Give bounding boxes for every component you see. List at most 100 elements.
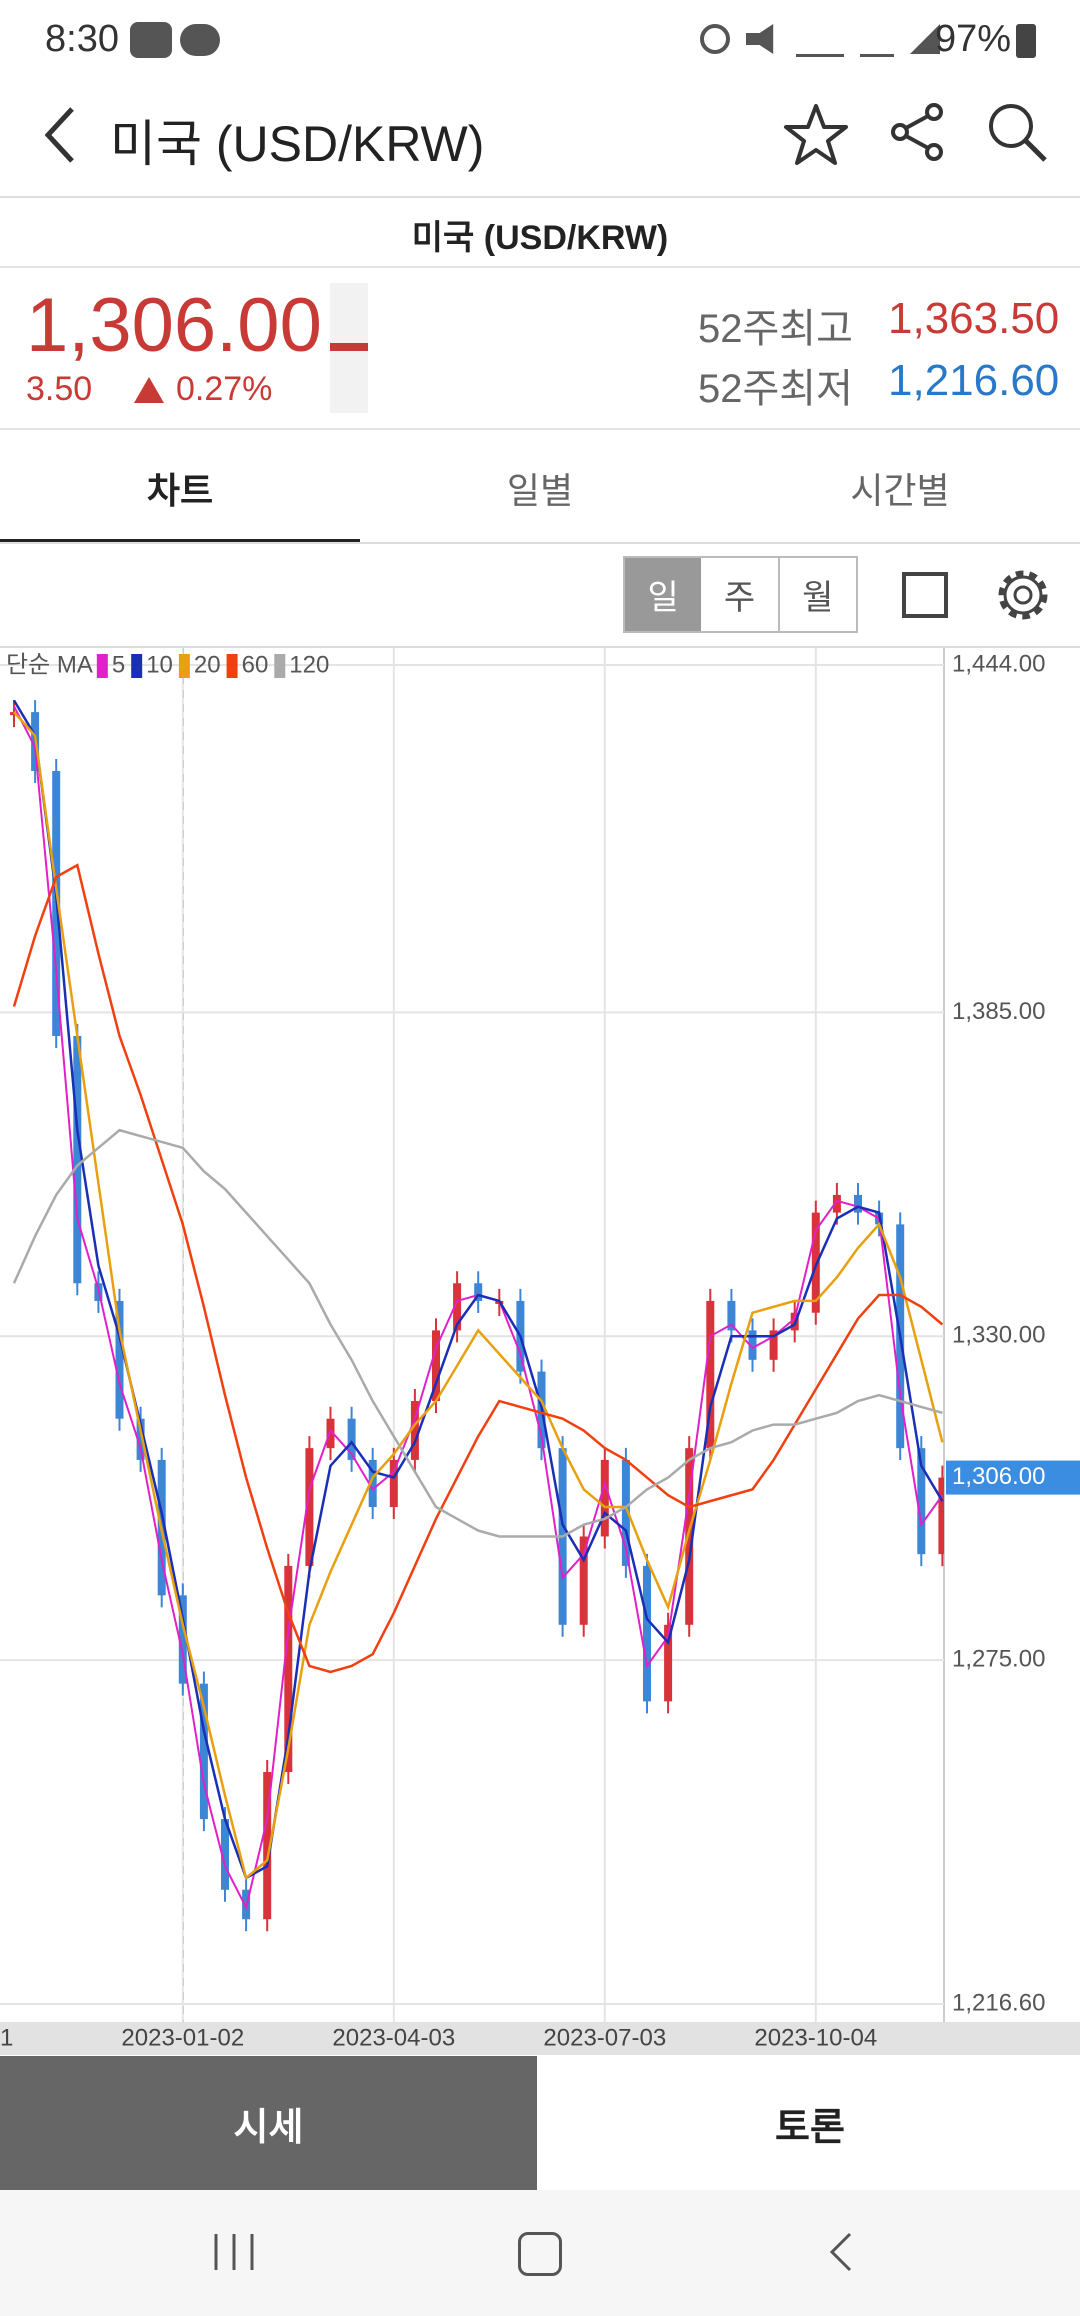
candle (389, 1459, 398, 1508)
mini-bar (330, 283, 368, 413)
candle (410, 1401, 419, 1460)
tab[interactable]: 시간별 (850, 470, 950, 511)
subtitle: 미국 (USD/KRW) (411, 219, 669, 257)
share-button[interactable] (888, 102, 948, 162)
y-tick-label: 1,330.00 (952, 1322, 1045, 1349)
legend-label: 10 (146, 651, 173, 678)
legend-title: 단순 MA (6, 651, 93, 678)
mute-icon (746, 24, 774, 54)
tab[interactable]: 일별 (506, 470, 574, 511)
back-button[interactable] (40, 105, 80, 165)
bottom-tab[interactable]: 토론 (540, 2056, 1080, 2190)
high-value: 1,363.50 (888, 294, 1060, 343)
legend-swatch (131, 654, 143, 678)
chart: 1,216.60 1,275.00 1,330.00 1,385.00 1,444.00… (0, 648, 1080, 2055)
x-tick-label: 2023-10-04 (754, 2024, 877, 2051)
period-button[interactable]: 주 (701, 558, 780, 631)
legend-label: 5 (112, 651, 125, 678)
recents-button[interactable] (212, 2230, 256, 2274)
status-icons (700, 24, 940, 58)
period-selector: 일 주 월 (623, 556, 858, 633)
candle (263, 1772, 272, 1920)
bottom-tab[interactable]: 시세 (0, 2056, 537, 2190)
ma-line (12, 699, 944, 1880)
battery-text: 97% (935, 18, 1012, 60)
candle (221, 1819, 229, 1890)
y-tick-label: 1,385.00 (952, 998, 1045, 1025)
candle (832, 1194, 841, 1213)
candle (727, 1300, 736, 1331)
status-icon (180, 24, 220, 56)
legend-label: 120 (289, 651, 329, 678)
last-price-box (946, 1460, 1080, 1495)
nav-bar (0, 2190, 1080, 2316)
plot (10, 699, 944, 1932)
candle (600, 1459, 609, 1537)
divider (0, 542, 1080, 544)
legend-label: 20 (194, 651, 221, 678)
change-pct: 0.27% (176, 370, 273, 408)
divider (0, 428, 1080, 430)
settings-button[interactable] (994, 566, 1052, 624)
x-tick-label: 2023-04-03 (332, 2024, 455, 2051)
legend-swatch (96, 654, 108, 678)
favorite-button[interactable] (782, 102, 850, 168)
candle (178, 1595, 187, 1684)
candle (664, 1624, 673, 1702)
tab-indicator (0, 539, 360, 543)
ma-line (12, 863, 944, 1674)
period-button[interactable]: 월 (802, 579, 834, 617)
candle (917, 1448, 926, 1555)
period-button[interactable]: 일 (625, 558, 702, 631)
lte-icon (860, 24, 894, 57)
ma-line (13, 711, 944, 1881)
y-tick-label: 1,444.00 (952, 650, 1045, 677)
ma-line (12, 1128, 943, 1538)
candle (453, 1283, 462, 1331)
candle (621, 1459, 630, 1566)
y-tick-label: 1,216.60 (952, 1989, 1045, 2016)
up-arrow (134, 377, 164, 403)
candle (938, 1477, 944, 1555)
last-price-label: 1,306.00 (952, 1463, 1045, 1490)
candle (136, 1418, 145, 1460)
divider (0, 266, 1080, 268)
legend-swatch (178, 654, 190, 678)
alarm-icon (700, 24, 730, 54)
candle (115, 1300, 124, 1419)
candle (706, 1300, 715, 1449)
candle (685, 1448, 694, 1625)
legend-label: 60 (242, 651, 269, 678)
divider (0, 196, 1080, 198)
battery-icon (1016, 24, 1036, 58)
candle (769, 1330, 778, 1360)
x-axis-band (0, 2022, 1080, 2055)
high-label: 52주최고 (698, 307, 853, 351)
tab[interactable]: 차트 (146, 470, 214, 511)
home-button[interactable] (518, 2232, 562, 2276)
header-title: 미국 (USD/KRW) (110, 116, 485, 172)
low-label: 52주최저 (698, 367, 853, 411)
legend-swatch (226, 654, 238, 678)
candle (579, 1536, 588, 1625)
search-button[interactable] (985, 100, 1049, 164)
legend-swatch (274, 654, 286, 678)
x-tick-label: 2023-07-03 (543, 2024, 666, 2051)
divider (0, 646, 1080, 648)
y-tick-label: 1,275.00 (952, 1645, 1045, 1672)
candle (643, 1565, 651, 1702)
back-nav-button[interactable] (826, 2230, 856, 2274)
x-tick-label: 2023-01-02 (121, 2024, 244, 2051)
status-icon (130, 22, 172, 58)
candle (748, 1330, 757, 1360)
candle (474, 1283, 483, 1301)
candle (347, 1418, 356, 1460)
candle (368, 1459, 377, 1508)
candle (284, 1565, 293, 1773)
price: 1,306.00 (26, 283, 322, 368)
low-value: 1,216.60 (888, 356, 1060, 405)
fullscreen-button[interactable] (902, 572, 948, 618)
candle (199, 1683, 208, 1820)
status-time: 8:30 (45, 18, 119, 60)
